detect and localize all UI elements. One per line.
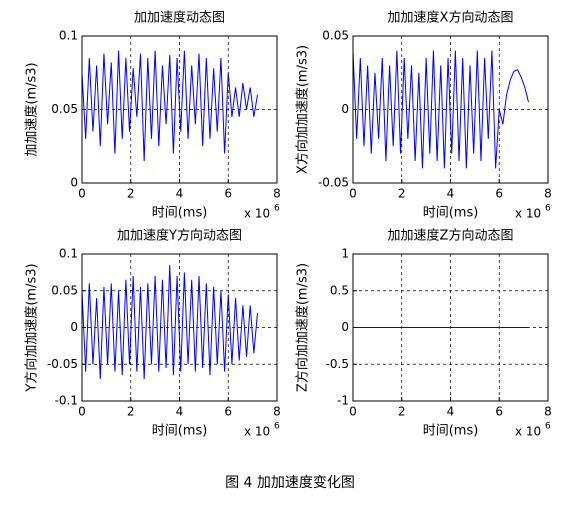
y-tick-label: 0.5 bbox=[330, 283, 349, 297]
x-tick-label: 2 bbox=[127, 187, 135, 201]
y-tick-label: 0.05 bbox=[322, 29, 349, 43]
y-tick-label: -0.05 bbox=[47, 357, 78, 371]
y-tick-label: 0 bbox=[70, 320, 78, 334]
x-tick-label: 8 bbox=[273, 405, 281, 419]
x-tick-label: 0 bbox=[349, 405, 357, 419]
data-line bbox=[352, 50, 529, 169]
x-scale-base: x 10 bbox=[244, 207, 270, 221]
x-scale-exp: 6 bbox=[545, 204, 551, 214]
axes-frame bbox=[81, 253, 278, 402]
chart-title: 加加速度X方向动态图 bbox=[388, 10, 514, 26]
axes-frame bbox=[81, 35, 278, 184]
x-tick-label: 2 bbox=[398, 405, 406, 419]
x-tick-label: 0 bbox=[78, 405, 86, 419]
y-tick-label: 0 bbox=[70, 176, 78, 190]
y-axis-label: Z方向加加速度(m/s3) bbox=[295, 263, 311, 392]
y-tick-label: -0.05 bbox=[318, 176, 349, 190]
figure-caption: 图 4 加加速度变化图 bbox=[225, 475, 355, 491]
x-tick-label: 6 bbox=[224, 405, 232, 419]
y-axis-label: Y方向加加速度(m/s3) bbox=[24, 263, 40, 392]
y-tick-label: -0.1 bbox=[55, 394, 78, 408]
x-axis-label: 时间(ms) bbox=[152, 424, 208, 439]
y-axis-label: X方向加加速度(m/s3) bbox=[295, 45, 311, 174]
data-line bbox=[81, 50, 258, 161]
chart-title: 加加速度动态图 bbox=[134, 10, 225, 26]
x-axis-label: 时间(ms) bbox=[423, 424, 479, 439]
y-tick-label: 0.1 bbox=[59, 247, 78, 261]
x-tick-label: 4 bbox=[447, 405, 455, 419]
y-tick-label: 0.1 bbox=[59, 29, 78, 43]
y-axis-label: 加加速度(m/s3) bbox=[24, 62, 40, 156]
x-scale-base: x 10 bbox=[515, 207, 541, 221]
y-tick-label: -1 bbox=[337, 394, 349, 408]
x-scale-exp: 6 bbox=[274, 204, 280, 214]
x-tick-label: 8 bbox=[273, 187, 281, 201]
x-scale-exp: 6 bbox=[545, 422, 551, 432]
x-tick-label: 0 bbox=[349, 187, 357, 201]
x-tick-label: 6 bbox=[495, 187, 503, 201]
chart-title: 加加速度Y方向动态图 bbox=[117, 228, 242, 244]
x-tick-label: 6 bbox=[495, 405, 503, 419]
x-scale-base: x 10 bbox=[244, 425, 270, 439]
x-scale-base: x 10 bbox=[515, 425, 541, 439]
x-tick-label: 6 bbox=[224, 187, 232, 201]
x-tick-label: 2 bbox=[127, 405, 135, 419]
x-tick-label: 4 bbox=[447, 187, 455, 201]
x-axis-label: 时间(ms) bbox=[423, 206, 479, 221]
x-tick-label: 4 bbox=[176, 405, 184, 419]
x-tick-label: 8 bbox=[544, 405, 552, 419]
y-tick-label: 0 bbox=[341, 320, 349, 334]
x-tick-label: 8 bbox=[544, 187, 552, 201]
axes-frame bbox=[352, 35, 549, 184]
x-tick-label: 2 bbox=[398, 187, 406, 201]
y-tick-label: 0.05 bbox=[51, 283, 78, 297]
x-tick-label: 0 bbox=[78, 187, 86, 201]
x-axis-label: 时间(ms) bbox=[152, 206, 208, 221]
y-tick-label: 1 bbox=[341, 247, 349, 261]
axes-frame bbox=[352, 253, 549, 402]
y-tick-label: 0 bbox=[341, 102, 349, 116]
y-tick-label: -0.5 bbox=[326, 357, 349, 371]
x-tick-label: 4 bbox=[176, 187, 184, 201]
y-tick-label: 0.05 bbox=[51, 102, 78, 116]
chart-title: 加加速度Z方向动态图 bbox=[388, 228, 514, 244]
x-scale-exp: 6 bbox=[274, 422, 280, 432]
data-line bbox=[81, 265, 258, 379]
